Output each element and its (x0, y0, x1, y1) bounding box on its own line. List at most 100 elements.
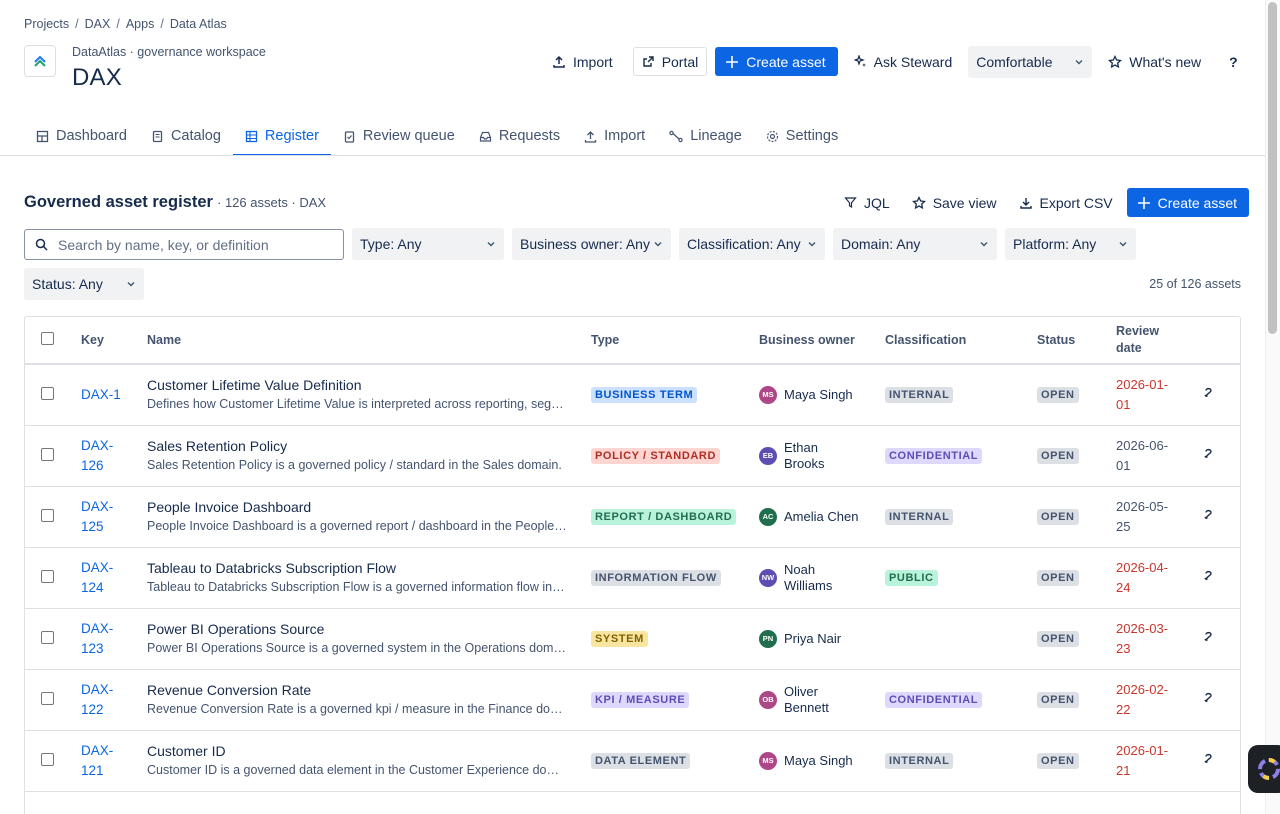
asset-key-link[interactable]: DAX-125 (81, 498, 114, 534)
business-owner[interactable]: MS Maya Singh (759, 385, 885, 404)
help-button[interactable]: ? (1229, 53, 1238, 70)
jql-button[interactable]: JQL (836, 188, 898, 217)
asset-description: Power BI Operations Source is a governed… (147, 641, 567, 655)
table-row[interactable]: DAX-125 People Invoice Dashboard People … (25, 486, 1240, 548)
section-title: Governed asset register (24, 193, 213, 211)
search-input[interactable] (58, 236, 328, 253)
table-row[interactable]: DAX-124 Tableau to Databricks Subscripti… (25, 547, 1240, 609)
chevron-down-icon (980, 242, 988, 247)
column-header-status[interactable]: Status (1037, 317, 1116, 365)
asset-name-link[interactable]: People Invoice Dashboard (147, 499, 312, 515)
tab-requests[interactable]: Requests (467, 118, 572, 154)
row-link-icon[interactable] (1202, 387, 1214, 403)
review-date: 2026-03-23 (1116, 620, 1169, 656)
tab-bar: Dashboard Catalog Register Review queue … (24, 118, 850, 156)
density-select[interactable]: Comfortable (968, 45, 1093, 78)
domain-filter[interactable]: Domain: Any (833, 228, 997, 260)
row-checkbox[interactable] (41, 752, 54, 766)
row-link-icon[interactable] (1202, 570, 1214, 586)
row-link-icon[interactable] (1202, 448, 1214, 464)
business-owner[interactable]: NW Noah Williams (759, 562, 885, 594)
upload-icon (584, 130, 597, 143)
tab-catalog[interactable]: Catalog (139, 118, 233, 154)
column-header-classification[interactable]: Classification (885, 317, 1037, 365)
import-button[interactable]: Import (544, 47, 621, 76)
assistant-launcher-icon[interactable] (1248, 745, 1280, 793)
row-checkbox[interactable] (41, 386, 54, 400)
breadcrumb-dax[interactable]: DAX (84, 17, 111, 31)
whats-new-label: What's new (1129, 53, 1202, 70)
table-row[interactable]: DAX- Activation Policy 2026-12- (25, 791, 1240, 814)
asset-name-link[interactable]: Sales Retention Policy (147, 438, 288, 454)
type-filter-value: Type: Any (360, 236, 422, 252)
tab-import[interactable]: Import (572, 118, 657, 154)
row-checkbox[interactable] (41, 447, 54, 461)
tab-dashboard[interactable]: Dashboard (24, 118, 139, 154)
business-owner[interactable]: MS Maya Singh (759, 751, 885, 770)
column-header-business-owner[interactable]: Business owner (759, 317, 885, 365)
tab-review-queue[interactable]: Review queue (331, 118, 467, 154)
business-owner[interactable]: OB Oliver Bennett (759, 684, 885, 716)
asset-key-link[interactable]: DAX-121 (81, 742, 114, 778)
avatar: NW (759, 568, 777, 587)
row-link-icon[interactable] (1202, 753, 1214, 769)
portal-button[interactable]: Portal (632, 47, 708, 76)
asset-name-link[interactable]: Customer ID (147, 743, 226, 759)
type-lozenge: DATA ELEMENT (591, 753, 691, 769)
star-icon (1108, 54, 1123, 68)
scrollbar-thumb[interactable] (1268, 2, 1277, 334)
table-row[interactable]: DAX-1 Customer Lifetime Value Definition… (25, 364, 1240, 426)
table-row[interactable]: DAX-122 Revenue Conversion Rate Revenue … (25, 669, 1240, 731)
business-owner[interactable]: AC Amelia Chen (759, 507, 885, 526)
create-asset-secondary-button[interactable]: Create asset (1126, 188, 1250, 217)
asset-name-link[interactable]: Customer Lifetime Value Definition (147, 377, 362, 394)
table-row[interactable]: DAX-126 Sales Retention Policy Sales Ret… (25, 425, 1240, 487)
ask-steward-label: Ask Steward (873, 53, 953, 70)
export-csv-button[interactable]: Export CSV (1011, 188, 1121, 217)
column-header-type[interactable]: Type (591, 317, 759, 365)
tab-settings[interactable]: Settings (754, 118, 850, 154)
platform-filter[interactable]: Platform: Any (1005, 228, 1136, 260)
classification-lozenge: PUBLIC (885, 570, 938, 586)
row-checkbox[interactable] (41, 691, 54, 705)
page-scrollbar[interactable] (1265, 0, 1280, 814)
row-checkbox[interactable] (41, 508, 54, 522)
create-asset-button[interactable]: Create asset (715, 47, 838, 76)
row-link-icon[interactable] (1202, 509, 1214, 525)
row-link-icon[interactable] (1202, 692, 1214, 708)
row-checkbox[interactable] (41, 569, 54, 583)
asset-name-link[interactable]: Power BI Operations Source (147, 621, 325, 637)
breadcrumb-data-atlas[interactable]: Data Atlas (169, 17, 227, 31)
asset-key-link[interactable]: DAX-126 (81, 437, 114, 473)
status-filter[interactable]: Status: Any (24, 268, 144, 300)
table-row[interactable]: DAX-123 Power BI Operations Source Power… (25, 608, 1240, 670)
asset-key-link[interactable]: DAX-122 (81, 681, 114, 717)
ask-steward-button[interactable]: Ask Steward (846, 47, 961, 76)
classification-filter[interactable]: Classification: Any (679, 228, 825, 260)
select-all-checkbox[interactable] (41, 332, 54, 345)
asset-key-link[interactable]: DAX-123 (81, 620, 114, 656)
tab-register[interactable]: Register (232, 118, 331, 156)
asset-key-link[interactable]: DAX-1 (81, 386, 121, 402)
column-header-name[interactable]: Name (147, 317, 591, 365)
whats-new-button[interactable]: What's new (1100, 47, 1209, 76)
asset-name-link[interactable]: Revenue Conversion Rate (147, 682, 312, 698)
asset-key-link[interactable]: DAX-124 (81, 559, 114, 595)
business-owner[interactable]: PN Priya Nair (759, 629, 885, 648)
tab-label: Review queue (362, 128, 455, 144)
breadcrumb-projects[interactable]: Projects (24, 17, 70, 31)
search-field[interactable] (24, 229, 344, 260)
row-link-icon[interactable] (1202, 631, 1214, 647)
type-filter[interactable]: Type: Any (352, 228, 504, 260)
business-owner[interactable]: EB Ethan Brooks (759, 440, 885, 472)
tab-lineage[interactable]: Lineage (657, 118, 754, 154)
column-header-review-date[interactable]: Review date (1116, 317, 1198, 365)
row-checkbox[interactable] (41, 630, 54, 644)
asset-name-link[interactable]: Tableau to Databricks Subscription Flow (147, 560, 397, 576)
star-icon (911, 195, 926, 209)
business-owner-filter[interactable]: Business owner: Any (512, 228, 671, 260)
column-header-key[interactable]: Key (81, 317, 147, 365)
table-row[interactable]: DAX-121 Customer ID Customer ID is a gov… (25, 730, 1240, 792)
save-view-button[interactable]: Save view (904, 188, 1005, 217)
breadcrumb-apps[interactable]: Apps (125, 17, 155, 31)
